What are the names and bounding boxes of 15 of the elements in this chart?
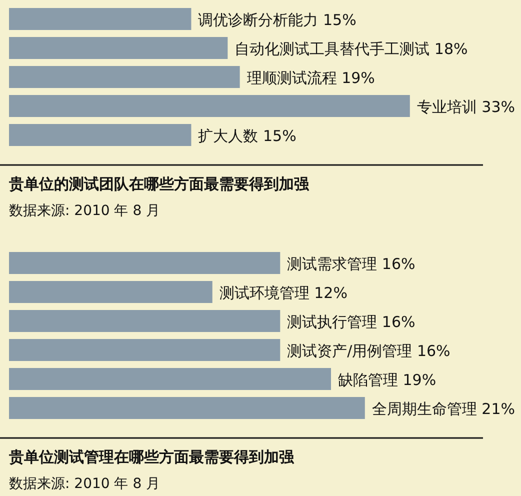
value-label: 测试需求管理 16%: [287, 255, 416, 273]
title: 贵单位的测试团队在哪些方面最需要得到加强: [9, 175, 309, 193]
source-note: 数据来源: 2010 年 8 月: [9, 203, 160, 219]
value-label: 缺陷管理 19%: [338, 371, 436, 389]
value-label: 测试执行管理 16%: [287, 313, 416, 331]
value-label: 全周期生命管理 21%: [372, 400, 515, 418]
value-label: 测试资产/用例管理 16%: [287, 342, 450, 360]
value-label: 专业培训 33%: [416, 98, 515, 116]
value-label: 自动化测试工具替代手工测试 18%: [234, 40, 468, 58]
source-note: 数据来源: 2010 年 8 月: [9, 476, 160, 492]
value-label: 理顺测试流程 19%: [246, 69, 375, 87]
value-label: 测试环境管理 12%: [219, 284, 348, 302]
title: 贵单位测试管理在哪些方面最需要得到加强: [9, 448, 294, 466]
value-label: 扩大人数 15%: [198, 127, 296, 145]
value-label: 调优诊断分析能力 15%: [198, 11, 356, 29]
